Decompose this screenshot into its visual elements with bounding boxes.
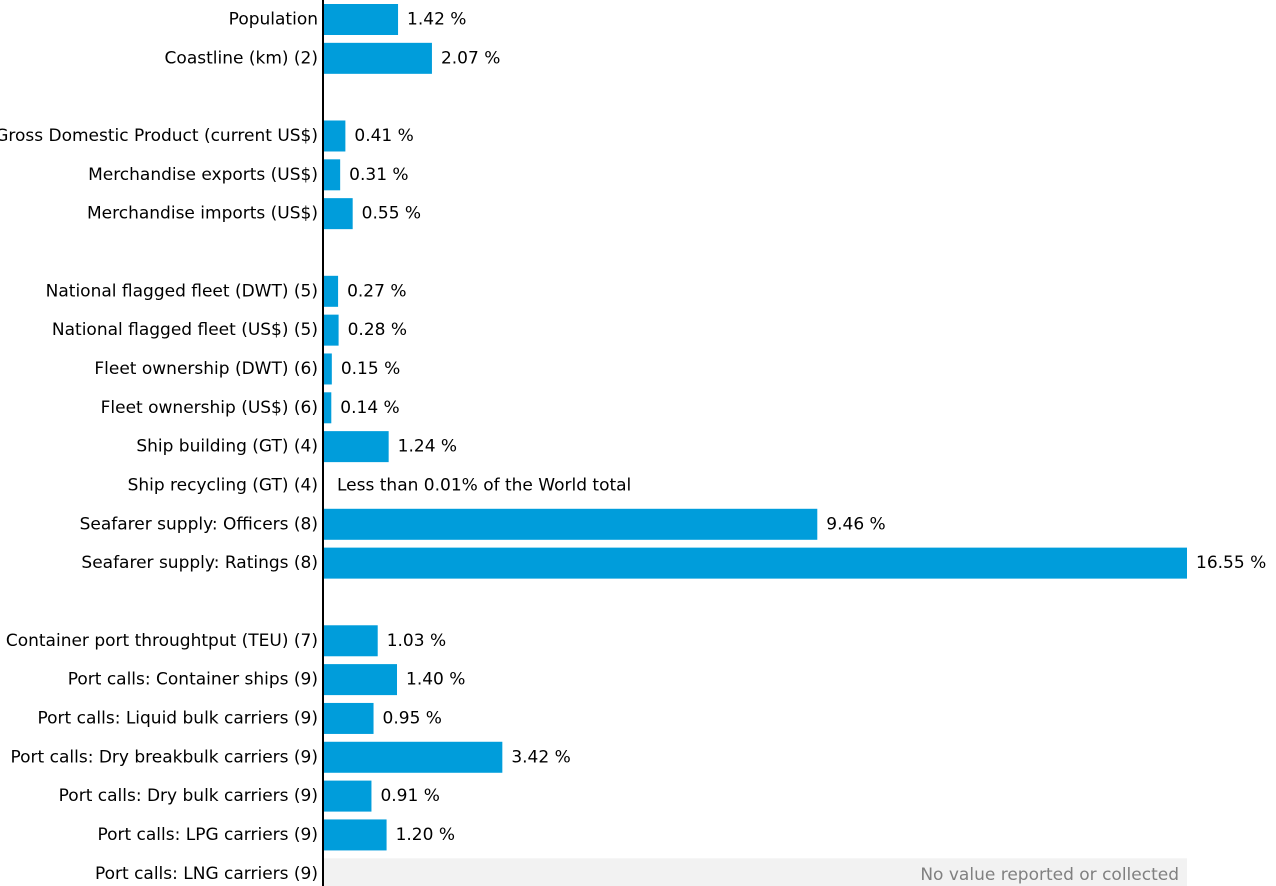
- bar: [324, 431, 389, 463]
- bar-value-label: 1.20 %: [396, 825, 455, 845]
- category-label: Port calls: LPG carriers (9): [97, 825, 318, 845]
- missing-value-label: No value reported or collected: [920, 865, 1179, 885]
- category-label: National flagged fleet (DWT) (5): [46, 281, 318, 301]
- bar: [324, 4, 399, 35]
- bar-value-label: 9.46 %: [826, 514, 885, 534]
- category-label: Port calls: Dry breakbulk carriers (9): [11, 747, 318, 767]
- bar: [324, 275, 339, 307]
- bar-value-label: 1.42 %: [407, 10, 466, 30]
- category-label: Population: [229, 10, 318, 30]
- bar-value-label: 0.91 %: [380, 786, 439, 806]
- bar: [324, 547, 1187, 579]
- bar-note-label: Less than 0.01% of the World total: [337, 475, 631, 495]
- bar: [324, 198, 353, 230]
- bar-value-label: 3.42 %: [511, 747, 570, 767]
- bar: [324, 741, 503, 773]
- category-label: Seafarer supply: Officers (8): [80, 514, 318, 534]
- category-label: Container port throughtput (TEU) (7): [6, 631, 318, 651]
- bar-value-label: 2.07 %: [441, 48, 500, 68]
- bar-value-label: 16.55 %: [1196, 553, 1266, 573]
- category-label: Fleet ownership (DWT) (6): [94, 359, 318, 379]
- bar: [324, 508, 818, 540]
- bar-value-label: 0.55 %: [362, 204, 421, 224]
- bar: [324, 120, 346, 152]
- category-label: National flagged fleet (US$) (5): [52, 320, 318, 340]
- bar: [324, 625, 378, 657]
- category-label: Port calls: Container ships (9): [68, 670, 318, 690]
- category-label: Gross Domestic Product (current US$): [0, 126, 318, 146]
- category-label: Ship building (GT) (4): [136, 437, 318, 457]
- category-label: Port calls: LNG carriers (9): [95, 864, 318, 884]
- category-label: Merchandise exports (US$): [88, 165, 318, 185]
- category-label: Fleet ownership (US$) (6): [101, 398, 318, 418]
- bar-value-label: 1.40 %: [406, 670, 465, 690]
- bar: [324, 780, 372, 812]
- bar-value-label: 0.31 %: [349, 165, 408, 185]
- category-label: Port calls: Dry bulk carriers (9): [59, 786, 318, 806]
- chart-rows: Population 1.42 % Coastline (km) (2) 2.07 %…: [0, 4, 1266, 886]
- bar: [324, 314, 339, 346]
- bar: [324, 392, 332, 424]
- bar: [324, 353, 332, 385]
- bar-value-label: 0.14 %: [340, 398, 399, 418]
- category-label: Merchandise imports (US$): [87, 204, 318, 224]
- bar-value-label: 0.27 %: [347, 281, 406, 301]
- category-label: Coastline (km) (2): [165, 48, 318, 68]
- bar-value-label: 0.28 %: [348, 320, 407, 340]
- missing-value-placeholder: [324, 858, 1187, 886]
- bar-value-label: 1.03 %: [387, 631, 446, 651]
- bar-value-label: 0.15 %: [341, 359, 400, 379]
- category-label: Port calls: Liquid bulk carriers (9): [38, 708, 318, 728]
- bar-value-label: 0.41 %: [354, 126, 413, 146]
- category-label: Seafarer supply: Ratings (8): [81, 553, 318, 573]
- bar-value-label: 1.24 %: [398, 437, 457, 457]
- bar: [324, 664, 398, 696]
- category-label: Ship recycling (GT) (4): [128, 475, 318, 495]
- bar-value-label: 0.95 %: [383, 708, 442, 728]
- bar: [324, 42, 432, 74]
- bar: [324, 819, 387, 851]
- bar: [324, 159, 341, 191]
- bar: [324, 702, 374, 734]
